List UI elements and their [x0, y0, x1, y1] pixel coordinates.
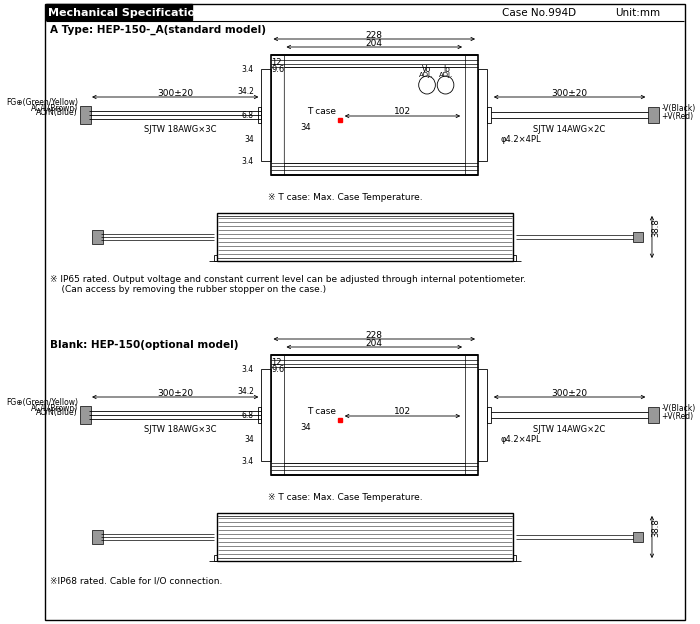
Text: 3.4: 3.4 [241, 157, 254, 165]
Text: +V(Red): +V(Red) [662, 411, 694, 421]
Text: AC/N(Blue): AC/N(Blue) [36, 409, 78, 417]
Bar [92, 230, 103, 244]
Bar [634, 532, 643, 542]
Text: 300±20: 300±20 [552, 389, 587, 397]
Text: 204: 204 [366, 39, 383, 47]
Bar [648, 407, 659, 423]
Text: ※ IP65 rated. Output voltage and constant current level can be adjusted through : ※ IP65 rated. Output voltage and constan… [50, 275, 526, 283]
Text: ※ T case: Max. Case Temperature.: ※ T case: Max. Case Temperature. [268, 492, 422, 502]
Bar [80, 406, 91, 424]
Bar [258, 407, 261, 423]
Text: 228: 228 [366, 31, 383, 39]
Bar [214, 255, 217, 261]
Text: ADJ.: ADJ. [440, 72, 454, 78]
Text: 34.2: 34.2 [237, 87, 254, 95]
Bar [487, 407, 491, 423]
Bar [648, 107, 659, 123]
Bar [634, 232, 643, 242]
Text: 300±20: 300±20 [158, 89, 193, 97]
Text: 34: 34 [244, 135, 254, 145]
Text: 3.4: 3.4 [241, 364, 254, 374]
Text: A Type: HEP-150-_A(standard model): A Type: HEP-150-_A(standard model) [50, 25, 266, 35]
Text: 34: 34 [244, 436, 254, 444]
Text: 9.6: 9.6 [272, 365, 285, 374]
Text: 6.8: 6.8 [242, 411, 254, 419]
Text: (Can access by removing the rubber stopper on the case.): (Can access by removing the rubber stopp… [50, 286, 326, 295]
Text: 34.2: 34.2 [237, 386, 254, 396]
Text: AC/N(Blue): AC/N(Blue) [36, 109, 78, 117]
Text: FG⊕(Green/Yellow): FG⊕(Green/Yellow) [6, 99, 78, 107]
Text: φ4.2×4PL: φ4.2×4PL [500, 434, 541, 444]
Bar [513, 255, 516, 261]
Text: T case: T case [307, 407, 336, 416]
Bar [46, 4, 192, 20]
Text: -V(Black): -V(Black) [662, 404, 696, 414]
Bar [92, 530, 103, 544]
Text: 204: 204 [366, 338, 383, 348]
Bar [258, 107, 261, 123]
Bar [487, 107, 491, 123]
Bar [478, 69, 487, 161]
Text: T case: T case [307, 107, 336, 117]
Bar [214, 555, 217, 561]
Text: 12: 12 [272, 358, 282, 367]
Text: φ4.2×4PL: φ4.2×4PL [500, 135, 541, 144]
Text: -V(Black): -V(Black) [662, 104, 696, 114]
Text: 9.6: 9.6 [272, 65, 285, 74]
Text: 300±20: 300±20 [552, 89, 587, 97]
Text: FG⊕(Green/Yellow): FG⊕(Green/Yellow) [6, 399, 78, 407]
Text: 34: 34 [300, 422, 311, 432]
Bar [513, 555, 516, 561]
Text: AC/L(Brown): AC/L(Brown) [31, 404, 78, 412]
Text: ※ T case: Max. Case Temperature.: ※ T case: Max. Case Temperature. [268, 192, 422, 202]
Text: AC/L(Brown): AC/L(Brown) [31, 104, 78, 112]
Text: 38.8: 38.8 [651, 519, 660, 537]
Text: Io: Io [443, 65, 450, 74]
Text: 6.8: 6.8 [242, 110, 254, 120]
Bar [80, 106, 91, 124]
Bar [261, 69, 271, 161]
Text: SJTW 14AWG×2C: SJTW 14AWG×2C [533, 125, 606, 134]
Text: 34: 34 [300, 122, 311, 132]
Text: 3.4: 3.4 [241, 457, 254, 466]
Bar [271, 55, 478, 175]
Text: 38.8: 38.8 [651, 218, 660, 237]
Bar [478, 369, 487, 461]
Bar [261, 369, 271, 461]
Text: +V(Red): +V(Red) [662, 112, 694, 120]
Text: SJTW 18AWG×3C: SJTW 18AWG×3C [144, 424, 216, 434]
Bar [271, 355, 478, 475]
Text: SJTW 14AWG×2C: SJTW 14AWG×2C [533, 424, 606, 434]
Bar [217, 213, 513, 261]
Text: 12: 12 [272, 58, 282, 67]
Text: 102: 102 [394, 107, 411, 117]
Text: SJTW 18AWG×3C: SJTW 18AWG×3C [144, 125, 216, 134]
Text: ※IP68 rated. Cable for I/O connection.: ※IP68 rated. Cable for I/O connection. [50, 577, 223, 585]
Text: 3.4: 3.4 [241, 64, 254, 74]
Bar [217, 513, 513, 561]
Text: Vo: Vo [421, 65, 430, 74]
Text: Case No.994D: Case No.994D [502, 8, 576, 18]
Text: Blank: HEP-150(optional model): Blank: HEP-150(optional model) [50, 340, 239, 350]
Text: 102: 102 [394, 407, 411, 416]
Text: 300±20: 300±20 [158, 389, 193, 397]
Text: 228: 228 [366, 331, 383, 339]
Text: Unit:mm: Unit:mm [615, 8, 660, 18]
Text: Mechanical Specification: Mechanical Specification [48, 8, 204, 18]
Text: ADJ.: ADJ. [419, 72, 433, 78]
